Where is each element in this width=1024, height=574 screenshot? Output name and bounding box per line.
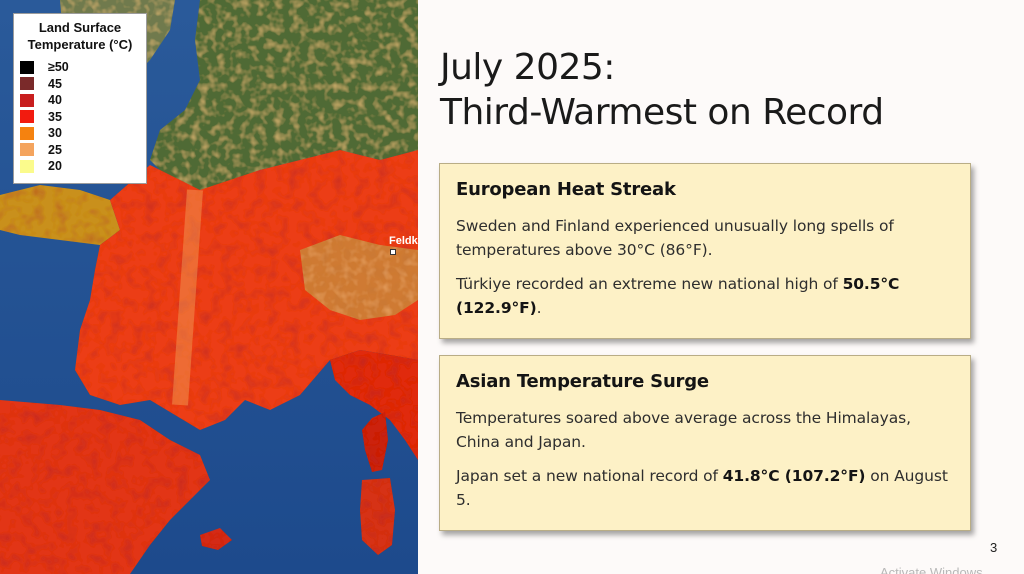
slide-title-line1: July 2025: bbox=[440, 47, 615, 88]
brittany-landmass bbox=[0, 185, 120, 245]
legend-swatch bbox=[20, 126, 34, 140]
card-paragraph: Sweden and Finland experienced unusually… bbox=[456, 217, 894, 259]
legend-title: Land Surface Temperature (°C) bbox=[27, 20, 133, 52]
paragraph-text: on August 5. bbox=[456, 467, 948, 509]
card-heading: Asian Temperature Surge bbox=[456, 371, 709, 392]
legend-label: 20 bbox=[48, 159, 62, 174]
card-paragraph: Türkiye recorded an extreme new national… bbox=[456, 272, 954, 320]
city-marker-icon bbox=[390, 249, 396, 255]
slide-title: July 2025: Third-Warmest on Record bbox=[440, 45, 1000, 135]
legend-label: 25 bbox=[48, 142, 62, 157]
slide-title-line2: Third-Warmest on Record bbox=[440, 92, 884, 133]
highlight-value: 41.8°C (107.2°F) bbox=[722, 467, 866, 485]
legend-items: ≥50 45 40 35 30 bbox=[20, 59, 140, 175]
legend-label: 30 bbox=[48, 126, 62, 141]
balearic-island bbox=[200, 528, 232, 550]
scan-seam bbox=[172, 189, 203, 406]
legend-swatch bbox=[20, 110, 34, 124]
legend-item: 30 bbox=[20, 125, 140, 142]
legend-swatch bbox=[20, 159, 34, 173]
alps bbox=[300, 235, 418, 320]
paragraph-text: . bbox=[536, 299, 542, 317]
northern-landmass bbox=[150, 0, 418, 190]
sardinia-island bbox=[360, 478, 395, 555]
corsica-island bbox=[362, 412, 388, 472]
france-landmass bbox=[75, 150, 418, 430]
paragraph-text: Japan set a new national record of bbox=[456, 467, 723, 485]
card-paragraph: Temperatures soared above average across… bbox=[456, 409, 911, 451]
legend-label: 45 bbox=[48, 76, 62, 91]
highlight-value: 50.5°C (122.9°F) bbox=[456, 275, 900, 317]
card-paragraph: Japan set a new national record of 41.8°… bbox=[456, 464, 954, 512]
legend-item: 45 bbox=[20, 76, 140, 93]
temperature-map: Land Surface Temperature (°C) ≥50 45 40 … bbox=[0, 0, 418, 574]
map-legend: Land Surface Temperature (°C) ≥50 45 40 … bbox=[13, 13, 147, 184]
legend-label: ≥50 bbox=[48, 60, 69, 75]
legend-swatch bbox=[20, 143, 34, 157]
legend-item: 25 bbox=[20, 142, 140, 159]
legend-item: 35 bbox=[20, 109, 140, 126]
asian-temperature-card: Asian Temperature Surge Temperatures soa… bbox=[439, 355, 971, 531]
european-heat-card: European Heat Streak Sweden and Finland … bbox=[439, 163, 971, 339]
legend-swatch bbox=[20, 77, 34, 91]
legend-swatch bbox=[20, 60, 34, 74]
legend-item: 40 bbox=[20, 92, 140, 109]
iberia-landmass bbox=[0, 400, 210, 574]
paragraph-text: Türkiye recorded an extreme new national… bbox=[456, 275, 843, 293]
legend-label: 40 bbox=[48, 93, 62, 108]
page-number: 3 bbox=[990, 540, 998, 555]
italy-landmass bbox=[330, 350, 418, 460]
city-label: Feldk bbox=[389, 235, 418, 247]
legend-item: ≥50 bbox=[20, 59, 140, 76]
card-heading: European Heat Streak bbox=[456, 179, 676, 200]
legend-item: 20 bbox=[20, 158, 140, 175]
legend-label: 35 bbox=[48, 109, 62, 124]
map-graphic bbox=[0, 0, 418, 574]
activation-watermark: Activate Windows bbox=[880, 565, 983, 574]
legend-swatch bbox=[20, 93, 34, 107]
